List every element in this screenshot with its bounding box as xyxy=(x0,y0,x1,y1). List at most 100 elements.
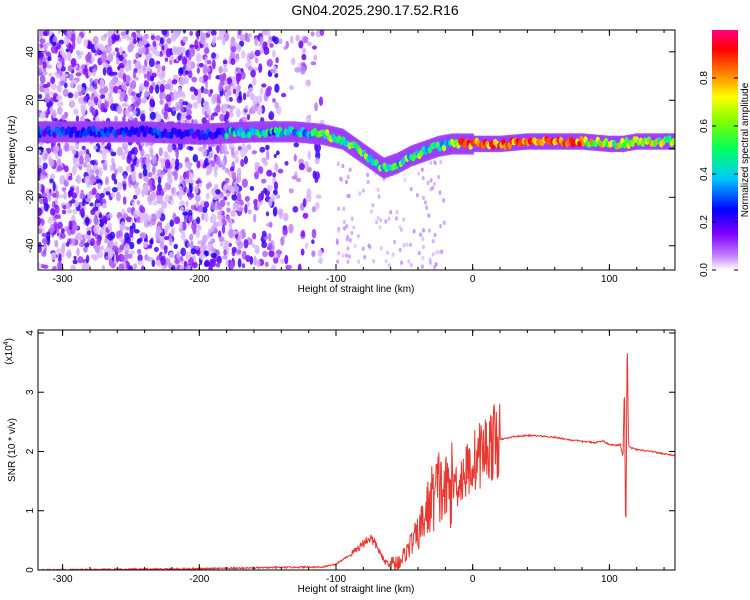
spectrogram-noise-blob xyxy=(156,194,162,205)
spectrogram-noise-blob xyxy=(409,187,413,192)
spectrogram-noise-blob xyxy=(182,37,188,43)
spectrogram-noise-blob xyxy=(234,155,240,164)
spectrogram-noise-blob xyxy=(266,30,271,38)
spectrogram-noise-blob xyxy=(344,179,348,185)
spectrogram-noise-blob xyxy=(285,40,290,49)
spectrogram-noise-blob xyxy=(163,236,169,241)
spectrogram-noise-blob xyxy=(222,245,229,250)
spectrogram-noise-blob xyxy=(273,256,279,264)
spectrogram-noise-blob xyxy=(192,154,199,163)
spectrogram-noise-blob xyxy=(70,198,76,204)
spectrogram-noise-blob xyxy=(77,90,83,96)
spectrogram-noise-blob xyxy=(164,83,171,90)
spectrogram-ridge-blob xyxy=(624,137,629,144)
spectrogram-noise-blob xyxy=(132,71,137,79)
spectrogram-noise-blob xyxy=(40,174,46,180)
spectrogram-noise-blob xyxy=(55,73,61,79)
spectrogram-noise-blob xyxy=(269,68,276,74)
spectrogram-noise-blob xyxy=(236,167,242,178)
spectrogram-noise-blob xyxy=(81,87,86,94)
spectrogram-noise-blob xyxy=(345,253,349,258)
spectrogram-noise-blob xyxy=(73,255,77,260)
spectrogram-noise-blob xyxy=(256,259,261,268)
spectrogram-noise-blob xyxy=(154,173,159,181)
spectrogram-noise-blob xyxy=(342,206,346,211)
spectrogram-noise-blob xyxy=(150,34,156,41)
spectrogram-noise-blob xyxy=(131,202,135,208)
spectrogram-noise-blob xyxy=(246,37,251,43)
spectrogram-noise-blob xyxy=(203,88,209,95)
spectrogram-noise-blob xyxy=(439,159,443,165)
spectrogram-noise-blob xyxy=(194,185,199,194)
spectrogram-noise-blob xyxy=(38,216,41,226)
spectrogram-noise-blob xyxy=(142,36,148,46)
spectrogram-noise-blob xyxy=(229,144,236,151)
spectrogram-noise-blob xyxy=(272,172,277,178)
spectrogram-noise-blob xyxy=(123,174,127,180)
spectrogram-noise-blob xyxy=(89,106,94,114)
spectrogram-noise-blob xyxy=(61,114,66,121)
spectrogram-noise-blob xyxy=(204,259,211,267)
spectrogram-noise-blob xyxy=(137,260,144,266)
spectrogram-noise-blob xyxy=(126,35,131,41)
spectrogram-noise-blob xyxy=(229,96,233,102)
spectrogram-noise-blob xyxy=(176,46,182,56)
spectrogram-xtick-label: -100 xyxy=(326,274,346,285)
spectrogram-noise-blob xyxy=(175,149,179,159)
spectrogram-noise-blob xyxy=(350,230,354,236)
spectrogram-noise-blob xyxy=(305,79,311,87)
spectrogram-noise-blob xyxy=(84,242,90,248)
spectrogram-noise-blob xyxy=(281,92,287,98)
spectrogram-noise-blob xyxy=(254,49,261,57)
spectrogram-noise-blob xyxy=(376,187,380,192)
spectrogram-noise-blob xyxy=(218,82,223,92)
spectrogram-noise-blob xyxy=(216,255,222,264)
spectrogram-noise-blob xyxy=(187,59,192,67)
spectrogram-noise-blob xyxy=(168,251,175,259)
spectrogram-noise-blob xyxy=(223,196,228,201)
spectrogram-noise-blob xyxy=(188,70,193,79)
spectrogram-noise-blob xyxy=(54,197,59,205)
spectrogram-noise-blob xyxy=(147,172,153,178)
spectrogram-noise-blob xyxy=(120,31,127,36)
spectrogram-noise-blob xyxy=(224,85,231,90)
spectrogram-noise-blob xyxy=(38,30,45,37)
spectrogram-noise-blob xyxy=(398,224,402,230)
spectrogram-noise-blob xyxy=(345,237,349,242)
spectrogram-noise-blob xyxy=(89,160,96,165)
spectrogram-noise-blob xyxy=(164,57,169,62)
spectrogram-noise-blob xyxy=(182,101,189,106)
spectrogram-noise-blob xyxy=(74,90,79,100)
spectrogram-noise-blob xyxy=(259,36,264,46)
spectrogram-noise-blob xyxy=(92,254,98,262)
spectrogram-noise-blob xyxy=(103,238,109,244)
spectrogram-noise-blob xyxy=(66,209,73,214)
spectrogram-noise-blob xyxy=(39,112,46,120)
spectrogram-noise-blob xyxy=(261,230,267,238)
spectrogram-noise-blob xyxy=(196,95,202,104)
spectrogram-noise-blob xyxy=(268,198,273,207)
spectrogram-noise-blob xyxy=(38,262,42,270)
spectrogram-noise-blob xyxy=(132,194,138,200)
spectrogram-noise-blob xyxy=(409,262,413,268)
spectrogram-noise-blob xyxy=(358,191,362,196)
spectrogram-noise-blob xyxy=(124,232,130,241)
spectrogram-noise-blob xyxy=(314,102,318,112)
spectrogram-noise-blob xyxy=(81,64,86,70)
spectrogram-noise-blob xyxy=(225,259,229,267)
spectrogram-noise-blob xyxy=(38,183,42,192)
spectrogram-noise-blob xyxy=(182,211,189,216)
spectrogram-noise-blob xyxy=(173,33,179,40)
spectrogram-noise-blob xyxy=(378,225,382,230)
spectrogram-noise-blob xyxy=(337,206,341,211)
spectrogram-noise-blob xyxy=(279,258,285,264)
spectrogram-noise-blob xyxy=(179,220,183,229)
spectrogram-noise-blob xyxy=(259,87,264,96)
spectrogram-noise-blob xyxy=(298,162,305,171)
spectrogram-noise-blob xyxy=(346,246,350,251)
spectrogram-noise-blob xyxy=(66,241,70,247)
spectrogram-noise-blob xyxy=(208,228,213,234)
spectrogram-noise-blob xyxy=(190,222,197,231)
spectrogram-noise-blob xyxy=(148,57,155,68)
